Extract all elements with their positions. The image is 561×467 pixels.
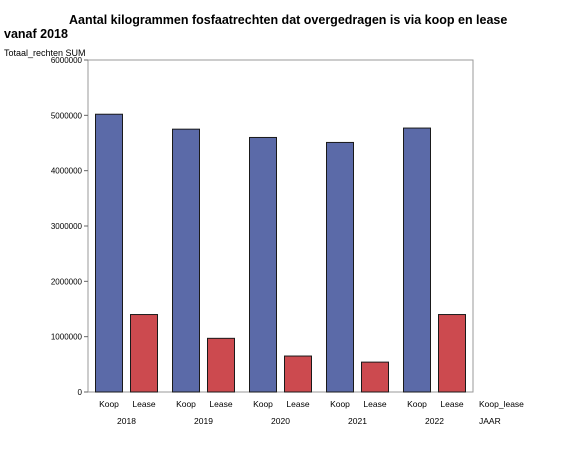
sub-category-label: Lease xyxy=(209,399,232,409)
sub-category-label: Lease xyxy=(286,399,309,409)
y-tick-label: 5000000 xyxy=(51,111,83,120)
chart-title-line2: vanaf 2018 xyxy=(4,27,68,41)
bar-koop-2018 xyxy=(95,113,123,393)
sub-category-label: Lease xyxy=(363,399,386,409)
bar-koop-2021 xyxy=(326,141,354,393)
sub-category-label: Koop xyxy=(176,399,196,409)
bar-lease-2018 xyxy=(130,314,158,393)
y-tick-label: 1000000 xyxy=(51,333,83,342)
bar-koop-2020 xyxy=(249,136,277,393)
bar-lease-2020 xyxy=(284,355,312,393)
bar-koop-2019 xyxy=(172,128,200,393)
group-label: 2019 xyxy=(194,416,213,426)
group-axis-label: JAAR xyxy=(479,416,501,426)
group-label: 2018 xyxy=(117,416,136,426)
bar-lease-2019 xyxy=(207,337,235,393)
group-label: 2022 xyxy=(425,416,444,426)
sub-category-label: Koop xyxy=(330,399,350,409)
sub-category-label: Lease xyxy=(440,399,463,409)
y-tick-label: 2000000 xyxy=(51,277,83,286)
x-axis-labels: Koop Lease 2018 Koop Lease 2019 Koop Lease 2020 K… xyxy=(99,399,464,426)
group-label: 2021 xyxy=(348,416,367,426)
y-tick-label: 0 xyxy=(78,388,83,397)
y-axis-label: Totaal_rechten SUM xyxy=(4,48,86,58)
bar-koop-2022 xyxy=(403,127,431,393)
sub-axis-label: Koop_lease xyxy=(479,399,524,409)
sub-category-label: Lease xyxy=(132,399,155,409)
bar-lease-2021 xyxy=(361,361,389,393)
y-axis-ticks: 0 1000000 2000000 3000000 4000000 5000000 6000… xyxy=(51,56,88,397)
bars xyxy=(95,113,466,393)
sub-category-label: Koop xyxy=(253,399,273,409)
bar-lease-2022 xyxy=(438,314,466,393)
chart-title-line1: Aantal kilogrammen fosfaatrechten dat ov… xyxy=(69,13,507,27)
y-tick-label: 4000000 xyxy=(51,167,83,176)
y-tick-label: 6000000 xyxy=(51,56,83,65)
group-label: 2020 xyxy=(271,416,290,426)
sub-category-label: Koop xyxy=(99,399,119,409)
y-tick-label: 3000000 xyxy=(51,222,83,231)
sub-category-label: Koop xyxy=(407,399,427,409)
